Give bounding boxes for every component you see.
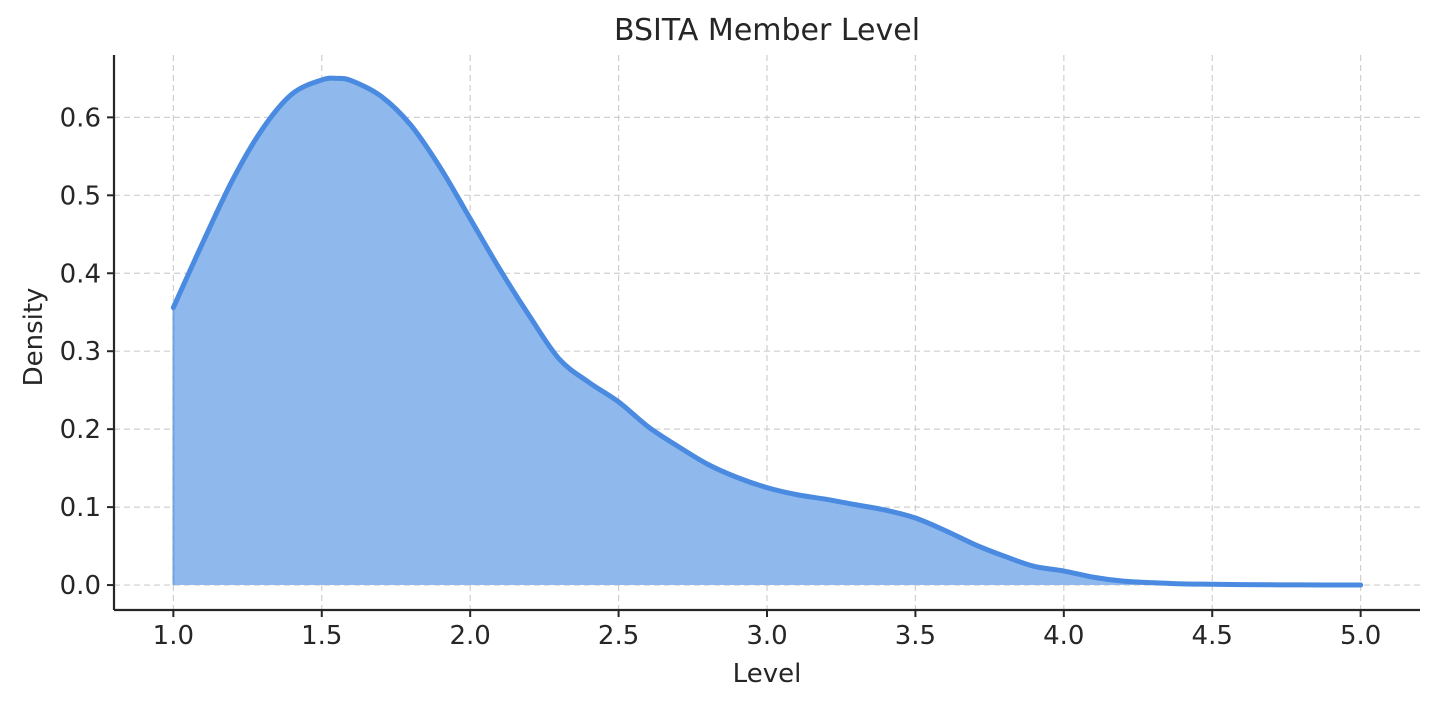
x-tick-layer: 1.0 1.5 2.0 2.5 3.0 3.5 4.0 4.5 5.0: [153, 610, 1381, 651]
x-tick-label: 3.5: [895, 621, 936, 651]
y-tick-layer: 0.0 0.1 0.2 0.3 0.4 0.5 0.6: [60, 103, 114, 601]
x-tick-label: 1.5: [301, 621, 342, 651]
y-tick-label: 0.4: [60, 259, 101, 289]
x-tick-label: 5.0: [1340, 621, 1381, 651]
y-tick-label: 0.6: [60, 103, 101, 133]
density-line: [170, 75, 1364, 588]
x-tick-label: 4.0: [1043, 621, 1084, 651]
y-tick-label: 0.1: [60, 493, 101, 523]
x-tick-label: 2.5: [598, 621, 639, 651]
x-axis-title: Level: [733, 659, 802, 689]
x-tick-label: 1.0: [153, 621, 194, 651]
density-area-fill: [173, 78, 1361, 586]
y-tick-label: 0.5: [60, 181, 101, 211]
y-tick-label: 0.3: [60, 337, 101, 367]
y-tick-label: 0.0: [60, 571, 101, 601]
x-tick-label: 2.0: [450, 621, 491, 651]
y-axis-title: Density: [19, 288, 49, 387]
y-tick-label: 0.2: [60, 415, 101, 445]
x-tick-label: 3.0: [746, 621, 787, 651]
x-tick-label: 4.5: [1192, 621, 1233, 651]
chart-title: BSITA Member Level: [614, 13, 920, 48]
